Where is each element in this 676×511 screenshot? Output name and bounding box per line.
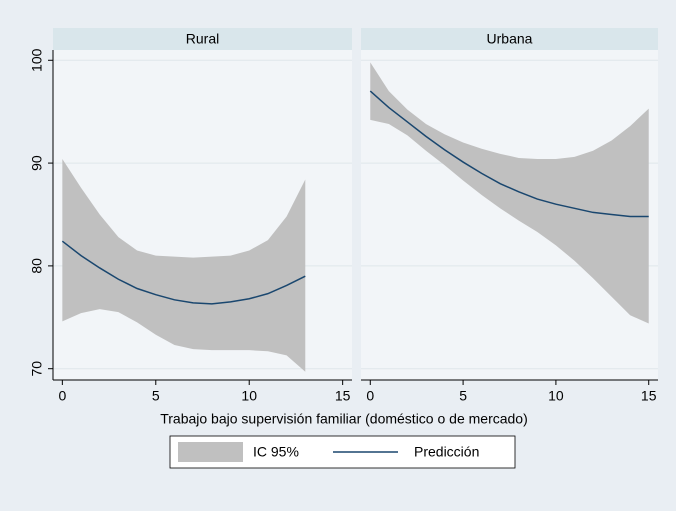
panel-title: Rural — [186, 31, 219, 47]
legend-label: IC 95% — [253, 444, 299, 460]
legend-swatch — [178, 442, 243, 462]
y-tick-label: 70 — [29, 361, 45, 377]
panel-title: Urbana — [487, 31, 533, 47]
y-tick-label: 80 — [29, 258, 45, 274]
x-tick-label: 10 — [548, 388, 564, 404]
x-tick-label: 0 — [366, 388, 374, 404]
y-tick-label: 100 — [29, 48, 45, 72]
prediction-line — [61, 240, 306, 305]
legend-label: Predicción — [414, 444, 479, 460]
x-tick-label: 5 — [152, 388, 160, 404]
ci-band — [370, 62, 649, 324]
prediction-line — [369, 90, 649, 218]
x-tick-label: 15 — [641, 388, 657, 404]
x-tick-label: 5 — [459, 388, 467, 404]
x-axis-label: Trabajo bajo supervisión familiar (domés… — [160, 411, 528, 427]
strip — [53, 28, 352, 50]
x-tick-label: 0 — [58, 388, 66, 404]
y-tick-label: 90 — [29, 155, 45, 171]
strip — [361, 28, 658, 50]
x-tick-label: 15 — [335, 388, 351, 404]
ci-band — [62, 158, 306, 372]
x-tick-label: 10 — [241, 388, 257, 404]
